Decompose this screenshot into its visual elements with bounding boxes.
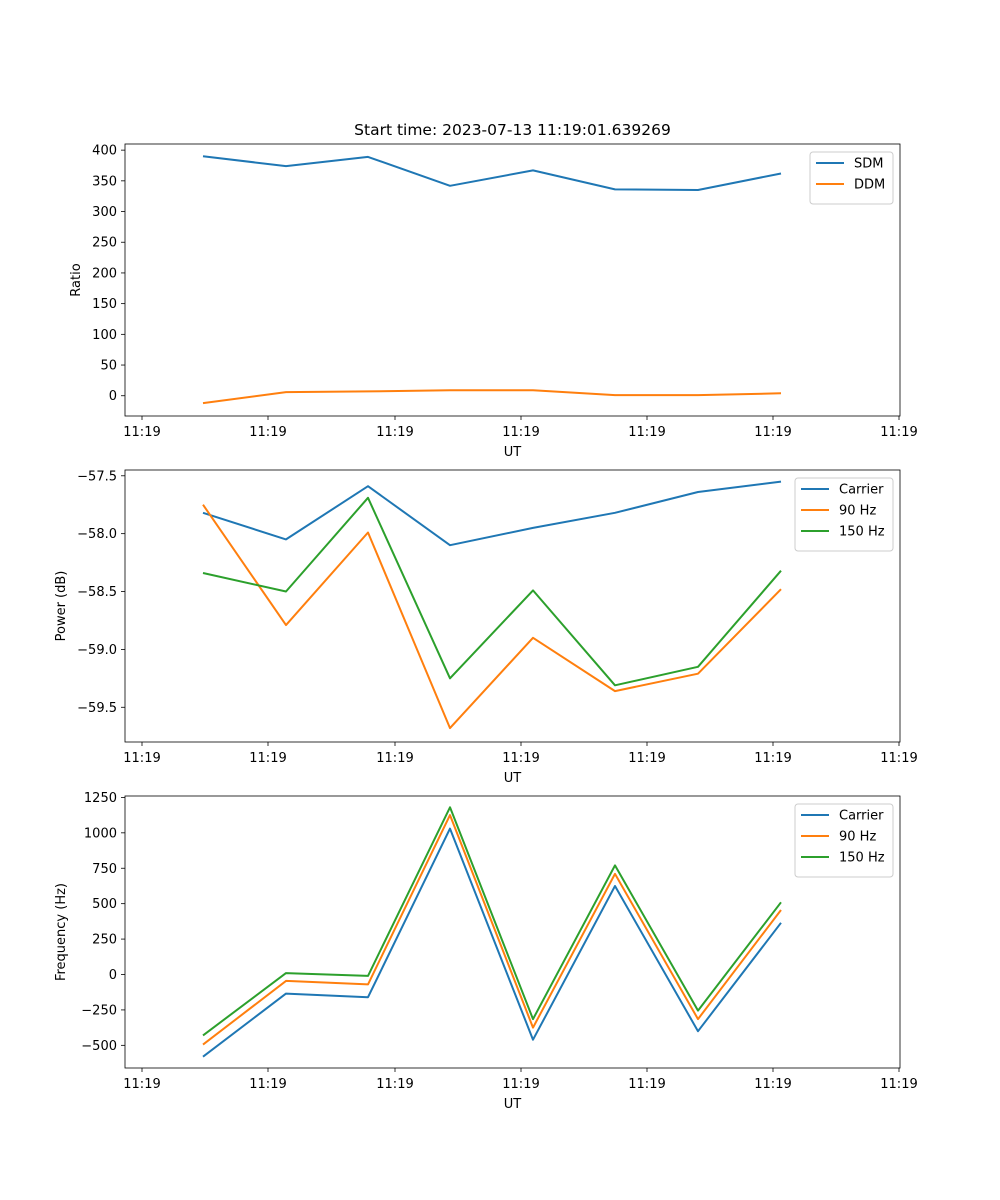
- series-line-ddm: [202, 389, 782, 405]
- chart-title: Start time: 2023-07-13 11:19:01.639269: [354, 121, 671, 139]
- y-tick-label: −58.0: [77, 527, 117, 542]
- x-tick-label: 11:19: [502, 751, 539, 766]
- legend-label: SDM: [854, 157, 883, 172]
- y-tick-label: 1000: [84, 826, 117, 841]
- x-tick-label: 11:19: [880, 1077, 917, 1092]
- y-tick-label: 1250: [84, 791, 117, 806]
- y-tick-label: 350: [92, 174, 117, 189]
- y-axis-label: Power (dB): [54, 571, 69, 642]
- x-tick-label: 11:19: [628, 425, 665, 440]
- legend-label: 150 Hz: [839, 851, 885, 866]
- x-tick-label: 11:19: [754, 425, 791, 440]
- legend: Carrier 90 Hz 150 Hz: [794, 477, 894, 552]
- legend-box: [809, 151, 894, 205]
- y-tick-label: −59.0: [77, 643, 117, 658]
- x-tick-label: 11:19: [123, 1077, 160, 1092]
- y-tick-label: 100: [92, 328, 117, 343]
- x-axis-label: UT: [504, 1097, 522, 1112]
- y-tick-label: 250: [92, 933, 117, 948]
- x-tick-label: 11:19: [123, 751, 160, 766]
- x-tick-label: 11:19: [123, 425, 160, 440]
- y-tick-label: −500: [81, 1039, 117, 1054]
- series-line-sdm: [202, 155, 782, 191]
- x-tick-label: 11:19: [376, 751, 413, 766]
- y-tick-label: 400: [92, 144, 117, 159]
- x-axis-label: UT: [504, 445, 522, 460]
- y-tick-label: 50: [100, 359, 117, 374]
- series-line-90-hz: [202, 814, 782, 1046]
- y-tick-label: −58.5: [77, 585, 117, 600]
- x-tick-label: 11:19: [376, 425, 413, 440]
- legend-label: Carrier: [839, 809, 884, 824]
- x-tick-label: 11:19: [754, 1077, 791, 1092]
- legend: Carrier 90 Hz 150 Hz: [794, 803, 894, 878]
- y-tick-label: 500: [92, 897, 117, 912]
- y-tick-label: 200: [92, 266, 117, 281]
- chart-panel-1: Start time: 2023-07-13 11:19:01.639269 11…: [69, 121, 918, 460]
- series-line-150-hz: [202, 496, 782, 687]
- series-line-carrier: [202, 480, 782, 547]
- x-tick-label: 11:19: [249, 1077, 286, 1092]
- legend-box: [794, 803, 894, 878]
- y-tick-label: −59.5: [77, 701, 117, 716]
- legend-label: DDM: [854, 178, 885, 193]
- y-tick-label: 750: [92, 862, 117, 877]
- y-tick-label: −250: [81, 1003, 117, 1018]
- legend-label: 150 Hz: [839, 525, 885, 540]
- legend: SDM DDM: [809, 151, 894, 205]
- y-tick-label: 300: [92, 205, 117, 220]
- x-tick-label: 11:19: [754, 751, 791, 766]
- y-axis-label: Frequency (Hz): [54, 883, 69, 981]
- x-tick-label: 11:19: [628, 1077, 665, 1092]
- legend-label: 90 Hz: [839, 830, 876, 845]
- x-tick-label: 11:19: [502, 1077, 539, 1092]
- y-tick-label: −57.5: [77, 469, 117, 484]
- y-tick-label: 0: [109, 389, 117, 404]
- legend-box: [794, 477, 894, 552]
- y-tick-label: 250: [92, 236, 117, 251]
- axes-frame: [124, 469, 901, 743]
- x-axis-label: UT: [504, 771, 522, 786]
- series-line-90-hz: [202, 504, 782, 730]
- series-line-carrier: [202, 827, 782, 1058]
- y-tick-label: 150: [92, 297, 117, 312]
- x-tick-label: 11:19: [376, 1077, 413, 1092]
- x-tick-label: 11:19: [880, 425, 917, 440]
- x-tick-label: 11:19: [502, 425, 539, 440]
- legend-label: Carrier: [839, 483, 884, 498]
- x-tick-label: 11:19: [249, 751, 286, 766]
- x-tick-label: 11:19: [249, 425, 286, 440]
- axes-frame: [124, 795, 901, 1069]
- legend-label: 90 Hz: [839, 504, 876, 519]
- chart-panel-3: 11:19 11:19 11:19 11:19 11:19 11:19 11:19 UT −50…: [54, 791, 918, 1112]
- axes-frame: [124, 143, 901, 417]
- x-tick-label: 11:19: [628, 751, 665, 766]
- y-axis-label: Ratio: [69, 263, 84, 296]
- y-tick-label: 0: [109, 968, 117, 983]
- series-line-150-hz: [202, 806, 782, 1037]
- chart-panel-2: 11:19 11:19 11:19 11:19 11:19 11:19 11:19 UT −59…: [54, 469, 918, 786]
- x-tick-label: 11:19: [880, 751, 917, 766]
